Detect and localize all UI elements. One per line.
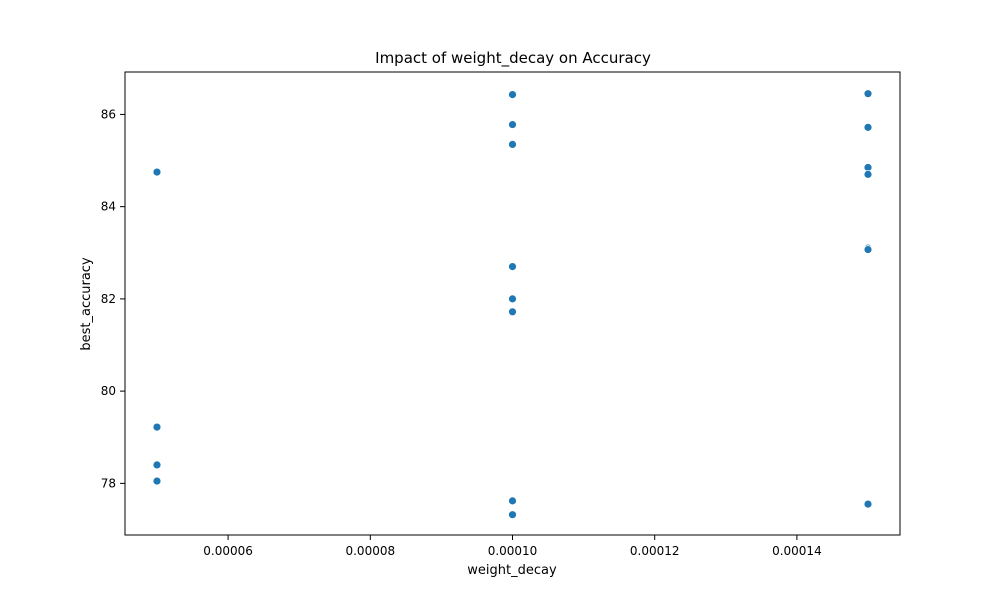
scatter-point: [152, 167, 162, 177]
scatter-point: [863, 89, 873, 99]
scatter-point: [508, 140, 517, 149]
scatter-point: [863, 122, 873, 132]
scatter-point: [508, 262, 517, 272]
y-tick-label: 78: [101, 476, 116, 490]
scatter-point: [863, 499, 873, 509]
scatter-point: [508, 90, 517, 99]
scatter-point: [508, 120, 517, 129]
x-tick-label: 0.00012: [630, 544, 680, 558]
scatter-point: [152, 460, 162, 470]
scatter-point: [152, 476, 162, 486]
points-layer: [152, 89, 873, 520]
y-tick-label: 80: [101, 384, 116, 398]
scatter-point: [863, 169, 873, 179]
scatter-point: [508, 496, 517, 506]
y-axis-label: best_accuracy: [79, 257, 94, 351]
x-tick-label: 0.00010: [488, 544, 538, 558]
x-tick-label: 0.00008: [345, 544, 395, 558]
x-axis-label: weight_decay: [467, 563, 557, 578]
x-tick-label: 0.00006: [203, 544, 253, 558]
x-tick-label: 0.00014: [772, 544, 822, 558]
scatter-point: [508, 510, 517, 520]
y-tick-label: 86: [101, 107, 116, 121]
chart-title: Impact of weight_decay on Accuracy: [375, 49, 651, 68]
y-axis: 78 80 82 84 86: [101, 107, 125, 490]
scatter-point: [152, 422, 162, 432]
scatter-point: [863, 245, 873, 254]
scatter-point: [508, 294, 517, 304]
y-tick-label: 82: [101, 292, 116, 306]
x-axis: 0.00006 0.00008 0.00010 0.00012 0.00014: [203, 535, 822, 558]
scatter-point: [508, 307, 517, 317]
y-tick-label: 84: [101, 200, 116, 214]
